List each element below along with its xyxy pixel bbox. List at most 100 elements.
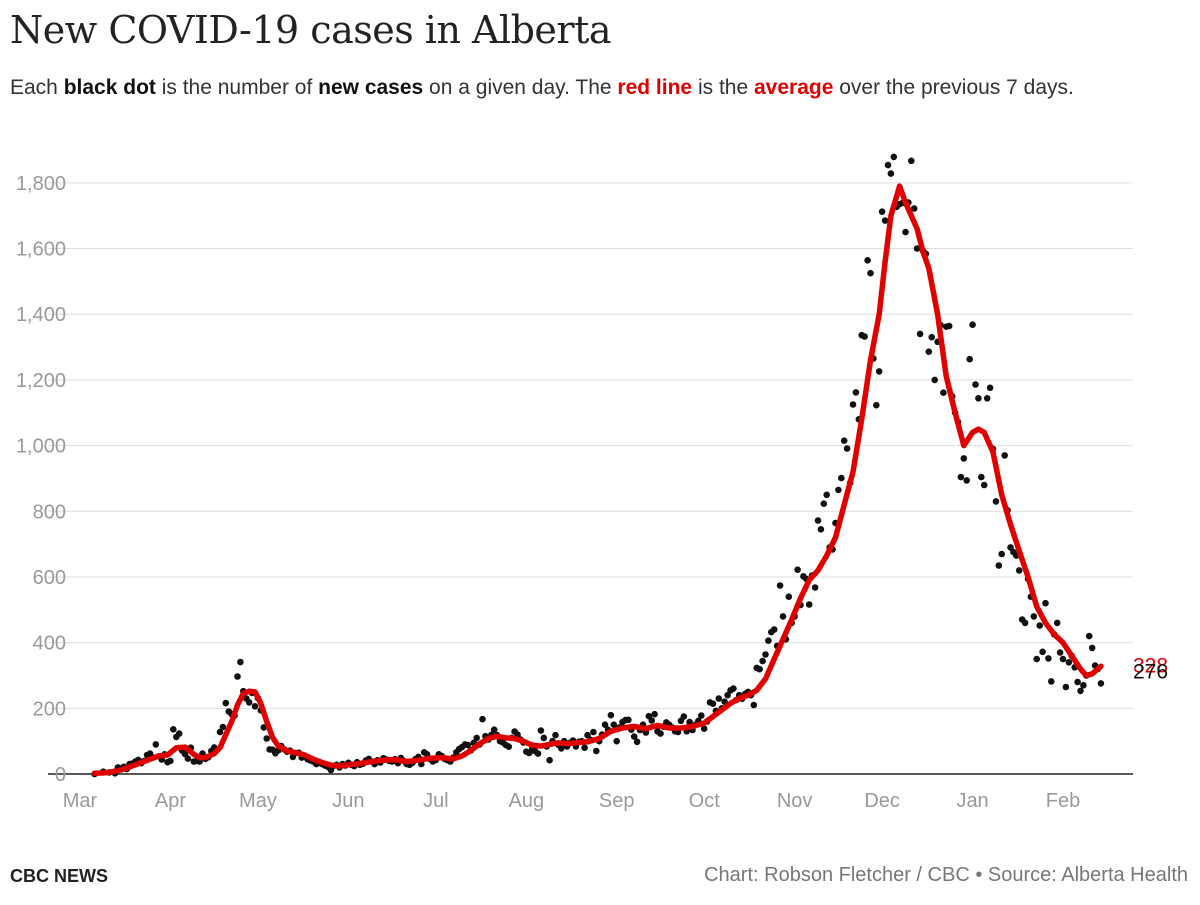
case-dot	[630, 733, 638, 740]
case-dot	[1053, 619, 1061, 627]
case-dot	[479, 715, 486, 723]
case-dot	[887, 170, 895, 177]
case-dot	[913, 245, 921, 252]
x-tick-label: Jan	[956, 790, 988, 812]
case-dot	[601, 721, 609, 728]
subtitle-new-cases: new cases	[318, 76, 424, 99]
case-dot	[975, 395, 982, 402]
case-dot	[873, 401, 880, 409]
case-dot	[998, 550, 1005, 558]
subtitle-average: average	[754, 76, 834, 99]
case-dot	[537, 727, 545, 734]
case-dot	[1030, 613, 1038, 620]
y-tick-label: 1,400	[16, 304, 66, 326]
case-dot	[1077, 687, 1084, 695]
subtitle-text-5: over the previous 7 days.	[833, 76, 1074, 99]
x-tick-label: Sep	[599, 790, 635, 812]
case-dot	[890, 153, 898, 161]
case-dot	[966, 355, 973, 363]
chart-subtitle: Each black dot is the number of new case…	[10, 76, 1074, 100]
case-dot	[805, 601, 813, 608]
case-dot	[849, 401, 857, 408]
case-dot	[184, 755, 192, 762]
case-dot	[820, 500, 828, 508]
case-dot	[785, 593, 793, 600]
case-dot	[581, 744, 588, 751]
case-dot	[1039, 648, 1046, 656]
case-dot	[940, 389, 947, 397]
case-dot	[762, 651, 769, 658]
case-dot	[175, 730, 183, 737]
case-dot	[972, 381, 979, 388]
case-dot	[1045, 655, 1052, 662]
case-dot	[1080, 682, 1087, 689]
case-dot	[546, 756, 553, 764]
daily-cases-dots	[91, 153, 1105, 778]
case-dot	[823, 491, 830, 499]
case-dot	[776, 582, 784, 589]
case-dot	[867, 269, 874, 277]
case-dot	[983, 395, 991, 402]
case-dot	[750, 701, 758, 709]
case-dot	[245, 699, 253, 706]
case-dot	[651, 710, 658, 718]
grid-lines	[48, 182, 1133, 775]
case-dot	[852, 389, 860, 396]
case-dot	[593, 747, 600, 755]
case-dot	[864, 257, 871, 264]
case-dot	[715, 695, 723, 702]
case-dot	[902, 228, 909, 236]
case-dot	[613, 737, 620, 745]
y-tick-label: 400	[33, 633, 66, 655]
case-dot	[730, 685, 737, 692]
case-dot	[759, 657, 766, 665]
subtitle-text-2: is the number of	[155, 76, 319, 99]
case-dot	[1001, 452, 1008, 459]
case-dot	[167, 757, 174, 765]
case-dot	[505, 743, 513, 750]
case-dot	[170, 726, 177, 733]
case-dot	[881, 217, 889, 224]
case-dot	[928, 333, 935, 341]
case-dot	[916, 330, 924, 338]
case-dot	[978, 473, 985, 481]
case-dot	[840, 437, 848, 445]
case-dot	[724, 691, 731, 699]
case-dot	[963, 477, 970, 484]
case-dot	[908, 157, 915, 165]
y-tick-label: 0	[55, 764, 66, 786]
case-dot	[1042, 599, 1049, 607]
x-tick-label: Jun	[332, 790, 364, 812]
case-dot	[925, 348, 933, 356]
y-tick-label: 1,800	[16, 173, 66, 195]
case-dot	[814, 517, 822, 524]
footer-brand: CBC NEWS	[10, 866, 108, 886]
y-tick-label: 1,600	[16, 239, 66, 261]
case-dot	[986, 384, 994, 392]
x-tick-label: Dec	[864, 790, 900, 812]
chart-title: New COVID-19 cases in Alberta	[10, 8, 612, 52]
case-dot	[1015, 567, 1023, 574]
case-dot	[607, 711, 615, 719]
case-dot	[1033, 655, 1040, 663]
case-dot	[709, 700, 717, 707]
case-dot	[540, 734, 548, 742]
case-dot	[811, 584, 819, 591]
case-dot	[843, 445, 851, 452]
case-dot	[234, 673, 241, 680]
case-dot	[770, 626, 778, 633]
case-dot	[610, 721, 618, 728]
latest-cases-label: 276	[1133, 660, 1168, 683]
subtitle-text-1: Each	[10, 76, 64, 99]
case-dot	[838, 474, 845, 482]
case-dot	[534, 750, 542, 757]
case-dot	[700, 725, 708, 732]
subtitle-text-4: is the	[692, 76, 754, 99]
average-end-label: 328	[1133, 654, 1168, 677]
case-dot	[1088, 644, 1096, 652]
y-tick-label: 1,200	[16, 370, 66, 392]
case-dot	[698, 712, 705, 719]
case-dot	[686, 718, 693, 726]
subtitle-black-dot: black dot	[63, 76, 156, 99]
y-tick-label: 1,000	[16, 436, 66, 458]
